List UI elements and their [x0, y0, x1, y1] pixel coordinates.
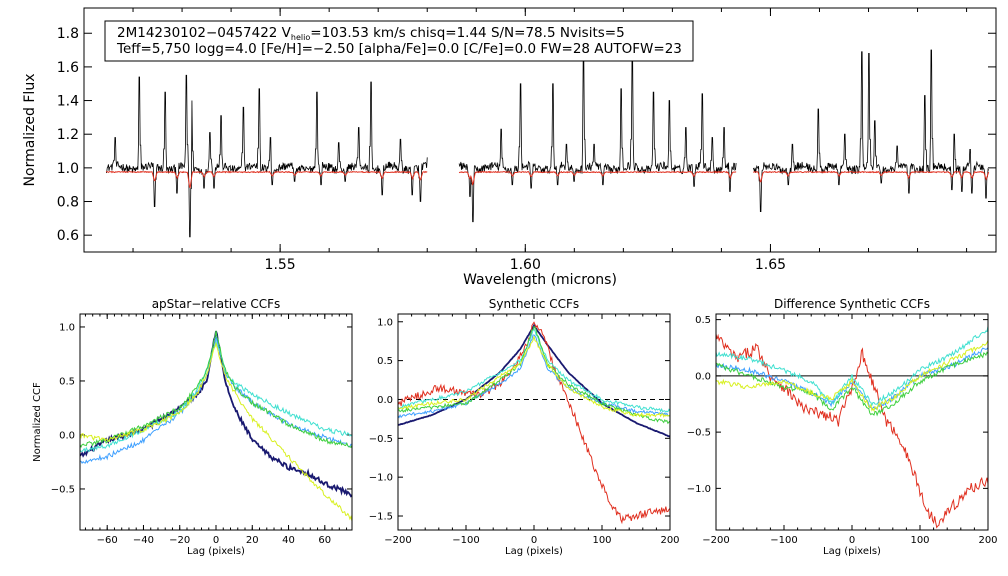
spectrum-plot-area [105, 49, 990, 238]
spectrum-model-segment-1 [105, 170, 428, 189]
spectrum-observed-segment-3 [752, 49, 990, 213]
spectrum-info-line-1: 2M14230102−0457422 Vhelio=103.53 km/s ch… [117, 25, 625, 42]
synth-ytick-label: 1.0 [377, 317, 393, 328]
diff-series-visit-2 [716, 347, 988, 411]
spectrum-ytick-label: 1.4 [57, 93, 79, 109]
apstar-series-visit-5 [80, 341, 352, 522]
spectrum-info-box [104, 20, 694, 62]
spectrum-frame [83, 7, 997, 253]
spectrum-xtick-label: 1.60 [510, 257, 541, 273]
synth-xtick-label: 200 [660, 535, 679, 546]
apstar-ytick-label: 0.0 [59, 430, 75, 441]
apstar-series-visit-3 [80, 339, 352, 453]
spectrum-ytick-label: 1.6 [57, 60, 79, 76]
diff-series-visit-4 [716, 351, 988, 417]
spectrum-info-line-1-sub: helio [291, 33, 310, 42]
apstar-frame [79, 313, 353, 531]
synth-xtick-label: −100 [452, 535, 479, 546]
synth-frame [397, 313, 671, 531]
synth-plot-area [398, 321, 670, 525]
difference-ccf-panel: −200 −100 0 100 200 −1.0 −0.5 0.0 0.5 Lag (pixels… [687, 297, 998, 557]
spectrum-model-segment-2 [458, 170, 737, 186]
spectrum-ytick-label: 0.6 [57, 228, 79, 244]
apstar-xlabel: Lag (pixels) [187, 546, 245, 557]
spectrum-ytick-label: 1.8 [57, 26, 79, 42]
apstar-ylabel: Normalized CCF [32, 382, 43, 462]
spectrum-observed-segment-2 [458, 53, 737, 223]
diff-xtick-label: −200 [702, 535, 729, 546]
synth-xtick-label: 0 [531, 535, 537, 546]
synth-ytick-label: −0.5 [369, 434, 393, 445]
diff-xtick-label: 200 [978, 535, 997, 546]
spectrum-info-line-2: Teff=5,750 logg=4.0 [Fe/H]=−2.50 [alpha/… [116, 41, 682, 57]
spectrum-ylabel: Normalized Flux [22, 74, 38, 187]
synth-series-visit-2 [398, 334, 670, 419]
apstar-ytick-label: 0.5 [59, 376, 75, 387]
apstar-ccf-panel: −60 −40 −20 0 20 40 60 −0.5 0.0 0.5 1.0 Lag (pixels… [32, 297, 353, 557]
diff-xtick-label: 100 [910, 535, 929, 546]
diff-series-visit-3 [716, 326, 988, 407]
spectrum-ytick-label: 0.8 [57, 194, 79, 210]
synth-series-template [398, 323, 670, 438]
apstar-xtick-label: 20 [246, 535, 259, 546]
spectrum-info-line-1-a: 2M14230102−0457422 V [117, 25, 292, 41]
apstar-xtick-label: 60 [318, 535, 331, 546]
apstar-ytick-label: −0.5 [51, 484, 75, 495]
diff-title: Difference Synthetic CCFs [774, 297, 930, 311]
synth-ytick-label: 0.5 [377, 356, 393, 367]
diff-xtick-label: 0 [849, 535, 855, 546]
spectrum-xlabel: Wavelength (microns) [463, 272, 617, 288]
synth-series-visit-5 [398, 336, 670, 418]
spectrum-observed-segment-1 [105, 74, 428, 238]
apstar-title: apStar−relative CCFs [152, 297, 281, 311]
apstar-xtick-label: −60 [97, 535, 118, 546]
spectrum-ytick-label: 1.0 [57, 161, 79, 177]
apstar-series-visit-1 [80, 330, 352, 498]
spectrum-xtick-label: 1.55 [265, 257, 296, 273]
apstar-series-visit-2 [80, 336, 352, 465]
synth-xlabel: Lag (pixels) [505, 546, 563, 557]
diff-ytick-label: 0.0 [695, 371, 711, 382]
synth-ytick-label: −1.5 [369, 512, 393, 523]
diff-ytick-label: 0.5 [695, 315, 711, 326]
synth-ytick-label: −1.0 [369, 473, 393, 484]
synth-series-visit-4 [398, 325, 670, 425]
diff-frame [715, 313, 989, 531]
synthetic-ccf-panel: −200 −100 0 100 200 −1.5 −1.0 −0.5 0.0 0.5 1.0 Lag … [369, 297, 680, 557]
synth-xtick-label: 100 [592, 535, 611, 546]
spectrum-model-segment-3 [752, 170, 990, 183]
apstar-xtick-label: −40 [133, 535, 154, 546]
synth-ytick-label: 0.0 [377, 395, 393, 406]
diff-xlabel: Lag (pixels) [823, 546, 881, 557]
spectrum-xtick-label: 1.65 [755, 257, 786, 273]
diff-xtick-label: −100 [770, 535, 797, 546]
apstar-ytick-label: 1.0 [59, 322, 75, 333]
diff-ytick-label: −1.0 [687, 484, 711, 495]
apstar-xtick-label: 0 [213, 535, 219, 546]
spectrum-panel: 1.55 1.60 1.65 0.6 0.8 1.0 1.2 1.4 1.6 1.8 Wavelen… [22, 7, 997, 288]
apstar-series-visit-4 [80, 330, 352, 449]
synth-series-visit-1 [398, 321, 670, 525]
apstar-xtick-label: 40 [282, 535, 295, 546]
diff-series-visit-1 [716, 333, 988, 529]
spectrum-ytick-label: 1.2 [57, 127, 79, 143]
apstar-xtick-label: −20 [169, 535, 190, 546]
synth-xtick-label: −200 [384, 535, 411, 546]
apstar-plot-area [80, 330, 352, 522]
spectrum-info-line-1-b: =103.53 km/s chisq=1.44 S/N=78.5 Nvisits… [310, 25, 624, 41]
synth-series-visit-3 [398, 328, 670, 413]
diff-series-visit-5 [716, 340, 988, 412]
synth-title: Synthetic CCFs [489, 297, 579, 311]
diff-plot-area [716, 326, 988, 529]
diff-ytick-label: −0.5 [687, 428, 711, 439]
